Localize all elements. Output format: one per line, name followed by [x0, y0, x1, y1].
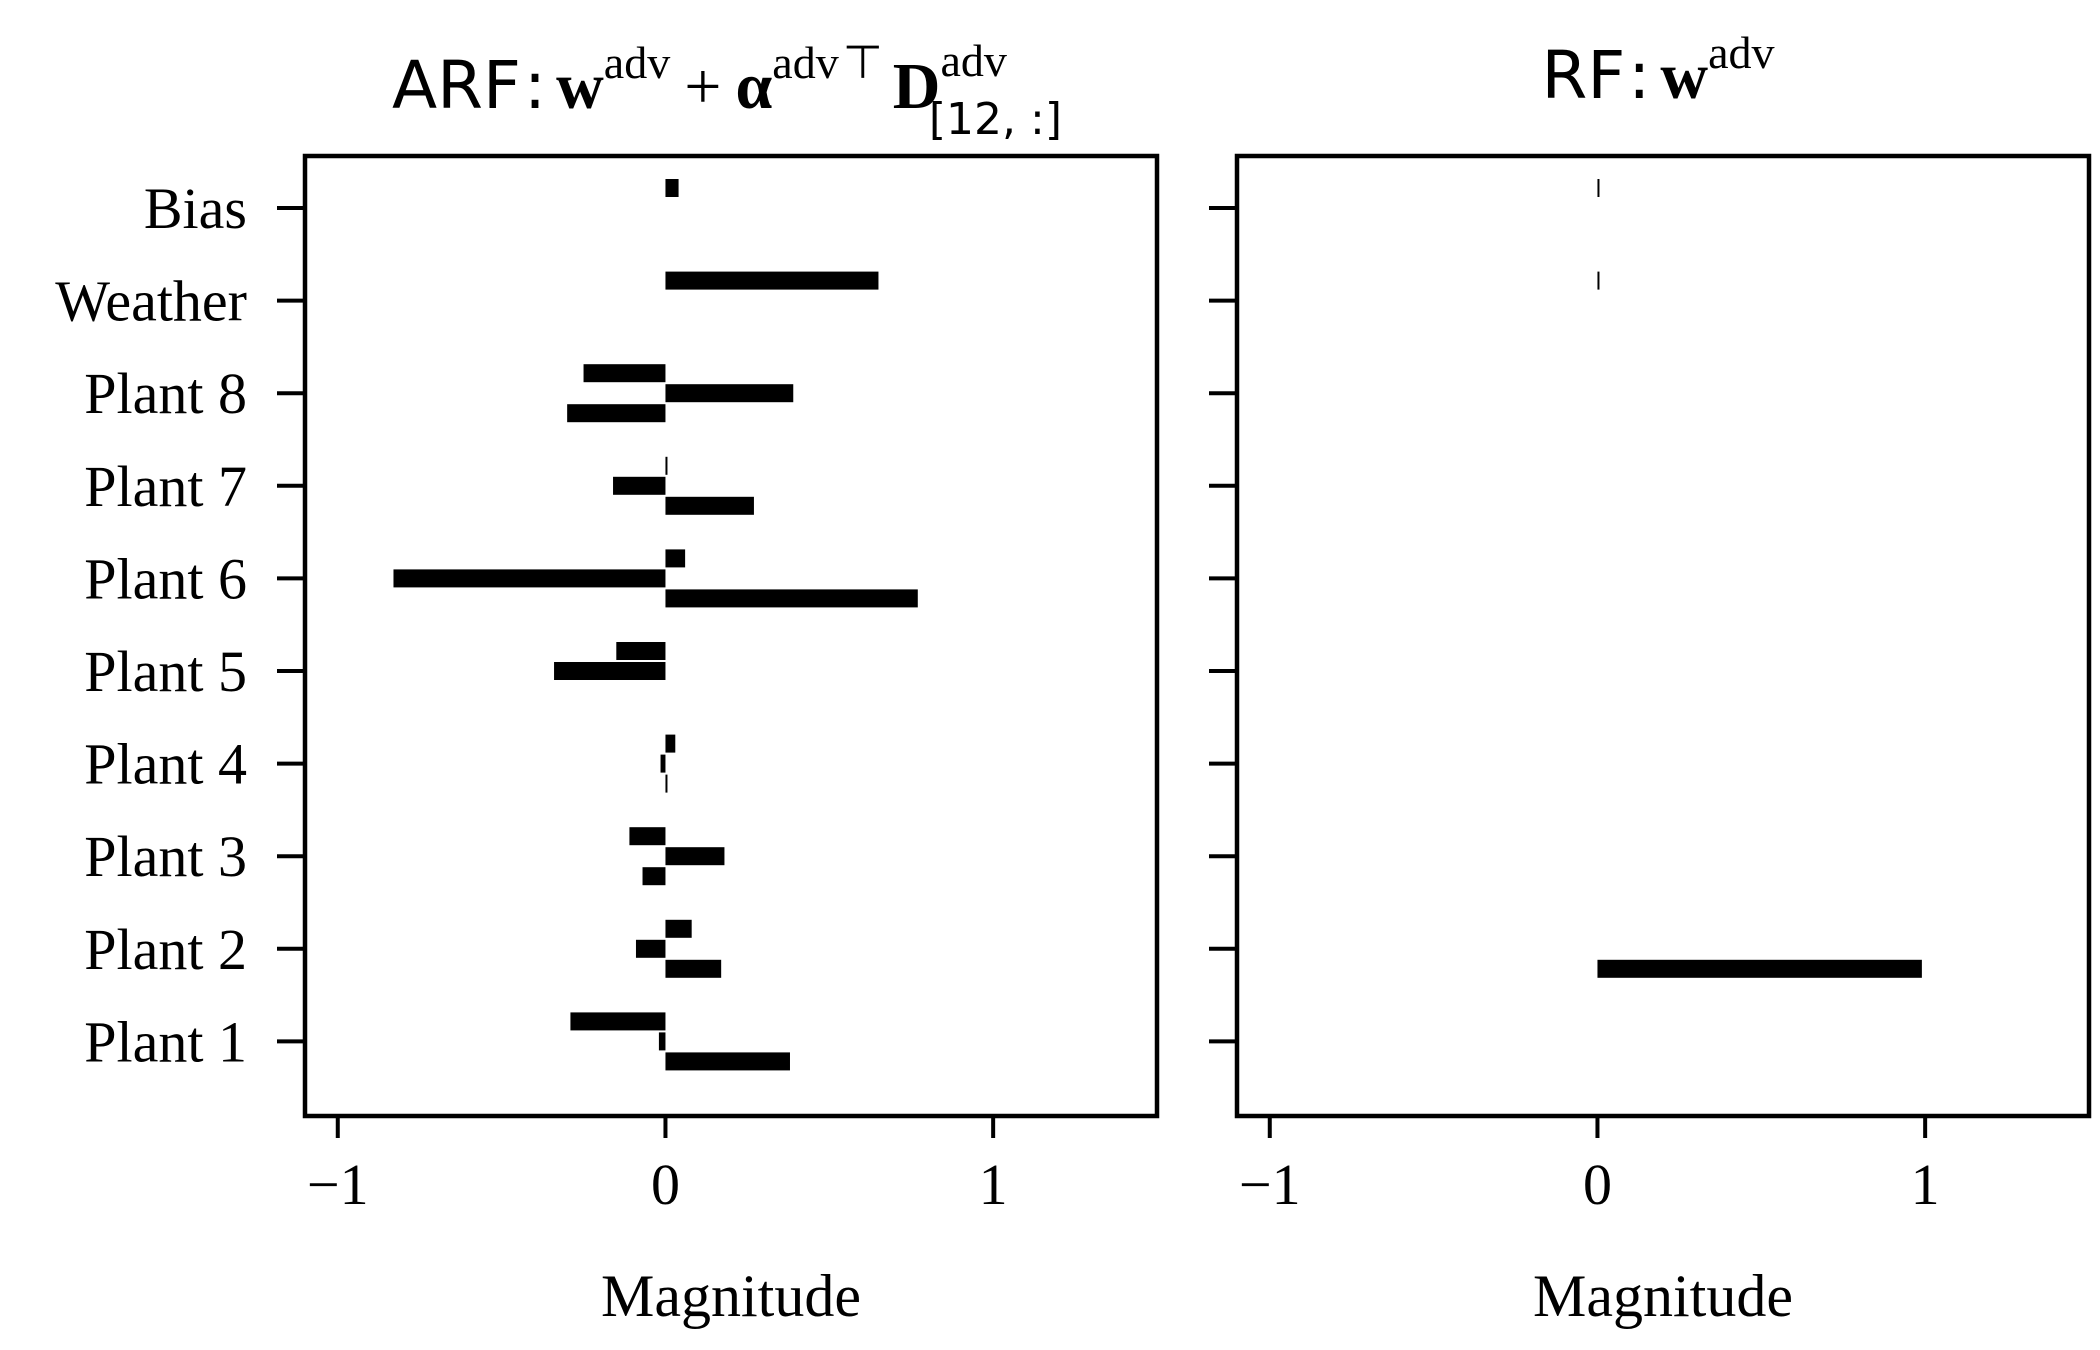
- title-left-alpha: α: [735, 50, 772, 123]
- bar: [665, 959, 722, 978]
- title-left-plus: +: [684, 50, 721, 123]
- y-tick-label: Plant 1: [84, 1009, 247, 1074]
- bar: [665, 271, 879, 290]
- x-tick-label: 0: [651, 1152, 680, 1217]
- title-right-colon: :: [1628, 37, 1650, 114]
- bar: [665, 496, 754, 515]
- bar: [665, 774, 668, 793]
- x-axis-label: Magnitude: [1533, 1263, 1793, 1329]
- y-tick-label: Plant 5: [84, 639, 247, 704]
- title-left-w: w: [556, 50, 604, 123]
- title-left-colon: :: [524, 47, 546, 124]
- bar: [635, 939, 666, 958]
- y-tick-label: Plant 6: [84, 546, 247, 611]
- bar: [629, 827, 666, 846]
- panel-arf: −1 0 1 Magnitude Bias Weather Plant 8 Plant 7 Pl…: [55, 153, 1160, 1329]
- x-tick-label: 1: [1911, 1152, 1940, 1217]
- bar: [660, 754, 666, 773]
- bar: [665, 456, 668, 475]
- plot-frame: [302, 153, 1160, 1119]
- title-right-w: w: [1660, 40, 1708, 113]
- bar: [616, 642, 666, 660]
- title-left-w-sup: adv: [604, 37, 670, 88]
- bar: [567, 404, 666, 423]
- title-left-D-sub: [12, :]: [929, 94, 1062, 145]
- bar: [570, 1012, 666, 1031]
- bar: [665, 384, 794, 403]
- title-left-transpose: ⊤: [843, 35, 883, 89]
- y-tick-label: Bias: [144, 176, 247, 241]
- chart-left-title: ARF: wadv + αadv⊤ Dadv [12, :]: [392, 35, 1062, 145]
- y-tick-label: Plant 2: [84, 917, 247, 982]
- chart-right-title: RF: wadv: [1541, 27, 1774, 114]
- bar: [554, 662, 666, 680]
- plot-frame: [1234, 153, 2092, 1119]
- y-tick-label: Plant 8: [84, 361, 247, 426]
- title-left-prefix: ARF: [392, 47, 518, 124]
- bar: [1597, 271, 1600, 290]
- bar: [393, 569, 666, 588]
- x-tick-label: 0: [1583, 1152, 1612, 1217]
- bar: [1597, 179, 1600, 197]
- bar: [642, 867, 666, 886]
- x-tick-label: 1: [979, 1152, 1008, 1217]
- bar: [665, 179, 679, 197]
- bar: [658, 1032, 666, 1051]
- bar: [665, 549, 686, 568]
- x-axis-label: Magnitude: [601, 1263, 861, 1329]
- x-tick-label: −1: [1239, 1152, 1301, 1217]
- y-tick-label: Weather: [55, 269, 247, 334]
- bar: [1597, 959, 1922, 978]
- bar: [665, 1052, 790, 1071]
- panel-rf: −1 0 1 Magnitude: [1209, 153, 2092, 1329]
- title-left-D-sup: adv: [940, 35, 1006, 86]
- bar: [665, 919, 692, 938]
- title-left-D: D: [893, 50, 941, 123]
- bar: [665, 734, 676, 753]
- bar: [583, 364, 666, 383]
- y-tick-label: Plant 4: [84, 732, 247, 797]
- bar: [665, 847, 725, 866]
- title-right-prefix: RF: [1541, 37, 1622, 114]
- y-tick-label: Plant 7: [84, 454, 247, 519]
- title-right-w-sup: adv: [1708, 27, 1774, 78]
- x-tick-label: −1: [307, 1152, 369, 1217]
- y-tick-label: Plant 3: [84, 824, 247, 889]
- title-left-alpha-sup: adv: [772, 37, 838, 88]
- bar: [665, 589, 918, 608]
- bar: [613, 476, 666, 495]
